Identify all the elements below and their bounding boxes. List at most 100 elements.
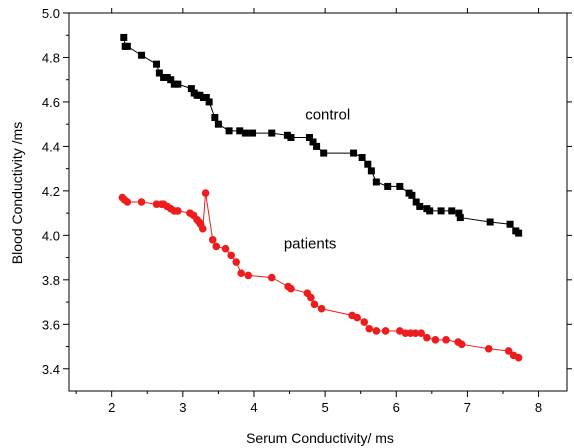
control-point <box>506 220 514 228</box>
patients-point <box>442 336 450 344</box>
control-point <box>211 114 219 122</box>
control-point <box>287 134 295 142</box>
patients-point <box>484 344 493 353</box>
patients-point <box>457 340 466 349</box>
control-point <box>249 129 257 137</box>
control-point <box>155 69 163 77</box>
patients-point <box>123 198 132 206</box>
x-tick-label: 3 <box>179 400 186 415</box>
control-point <box>205 98 213 106</box>
control-point <box>123 42 131 50</box>
control-point <box>456 214 464 222</box>
y-tick-label: 4.0 <box>42 228 60 243</box>
control-point <box>160 73 168 81</box>
control-point <box>437 207 445 215</box>
control-point <box>241 129 249 137</box>
control-point <box>416 202 424 210</box>
y-tick-label: 5.0 <box>42 6 60 21</box>
control-line <box>123 37 519 234</box>
patients-point <box>208 236 217 244</box>
y-tick-label: 4.6 <box>42 95 60 110</box>
patients-point <box>514 353 523 362</box>
control-point <box>283 131 291 139</box>
control-point <box>138 51 146 59</box>
patients-point <box>307 293 315 302</box>
patients-point <box>417 329 425 337</box>
ticks: 2 3 4 5 6 7 8 3.4 3.6 3.8 4.0 4.2 4.4 4.6 4.8 5.0 <box>42 6 572 415</box>
patients-point <box>244 271 253 280</box>
patients-point <box>423 333 431 342</box>
patients-point <box>201 189 210 197</box>
patients-point <box>232 258 240 266</box>
control-point <box>309 138 317 146</box>
y-tick-label: 3.6 <box>42 317 60 332</box>
control-point <box>268 129 276 137</box>
patients-point <box>267 273 276 282</box>
control-point <box>350 149 358 157</box>
y-tick-label: 4.2 <box>42 184 60 199</box>
patients-point <box>365 324 374 333</box>
control-point <box>174 80 182 88</box>
x-tick-label: 6 <box>393 400 400 415</box>
patients-point <box>353 313 361 322</box>
control-point <box>320 149 328 157</box>
patients-point <box>227 251 236 260</box>
control-point <box>225 127 233 135</box>
control-point <box>196 91 204 99</box>
x-axis-title: Serum Conductivity/ ms <box>246 430 394 446</box>
patients-point <box>431 336 440 344</box>
control-point <box>187 85 195 93</box>
patients-point <box>287 284 295 293</box>
x-tick-label: 7 <box>464 400 471 415</box>
plot-frame <box>68 12 568 392</box>
y-tick-label: 4.8 <box>42 50 60 65</box>
patients-label: patients <box>284 236 337 253</box>
patients-point <box>317 304 326 313</box>
control-point <box>426 207 434 215</box>
control-point <box>408 191 416 199</box>
x-tick-label: 4 <box>250 400 257 415</box>
control-point <box>364 160 372 168</box>
control-point <box>384 182 392 190</box>
patients-point <box>221 244 230 253</box>
y-tick-label: 3.4 <box>42 362 60 377</box>
control-point <box>236 127 244 135</box>
patients-point <box>237 269 245 277</box>
patients-point <box>381 327 390 335</box>
control-point <box>170 80 178 88</box>
patients-point <box>174 207 182 215</box>
patients-point <box>372 327 381 335</box>
control-point <box>214 120 222 128</box>
control-point <box>153 60 161 68</box>
control-point <box>163 73 171 81</box>
patients-point <box>504 347 513 355</box>
patients-point <box>396 327 404 335</box>
control-point <box>412 198 420 206</box>
y-axis-title: Blood Conductivity /ms <box>9 122 25 264</box>
y-tick-label: 4.4 <box>42 139 60 154</box>
patients-point <box>137 198 146 206</box>
patients-point <box>310 300 319 309</box>
series: control patients <box>118 33 523 362</box>
y-tick-label: 3.8 <box>42 273 60 288</box>
control-point <box>305 134 313 142</box>
x-tick-label: 5 <box>321 400 328 415</box>
control-point <box>455 209 463 217</box>
control-point <box>372 178 380 186</box>
patients-point <box>411 329 420 337</box>
control-point <box>367 167 375 175</box>
control-point <box>313 142 321 150</box>
control-point <box>396 182 404 190</box>
x-tick-label: 8 <box>535 400 542 415</box>
axes <box>68 12 568 392</box>
control-point <box>120 33 128 41</box>
x-tick-label: 2 <box>108 400 115 415</box>
patients-point <box>212 242 221 251</box>
patients-point <box>198 224 207 233</box>
control-point <box>167 76 175 84</box>
control-point <box>202 93 210 101</box>
control-point <box>358 154 366 162</box>
control-label: control <box>305 107 350 124</box>
control-point <box>448 207 456 215</box>
